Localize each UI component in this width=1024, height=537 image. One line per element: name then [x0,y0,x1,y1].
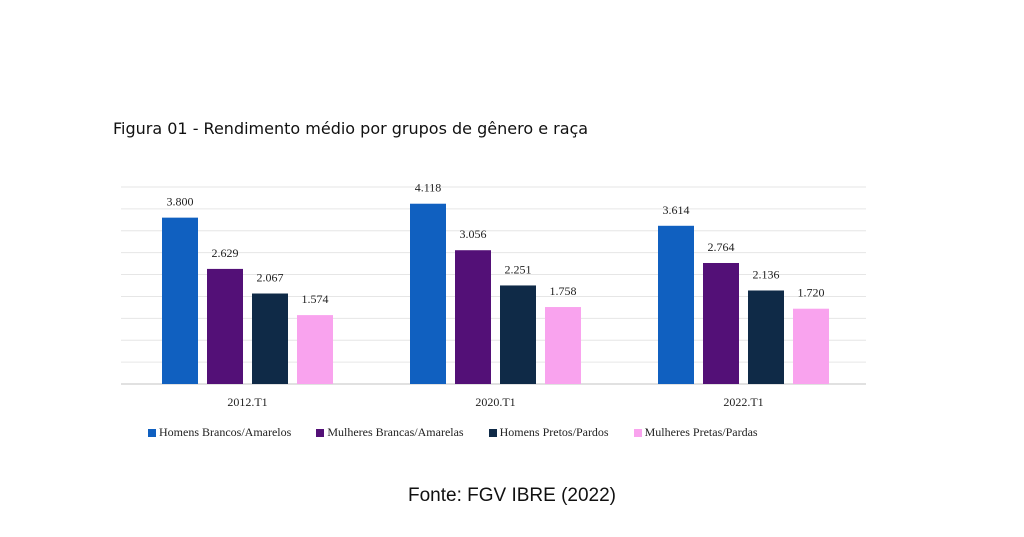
legend-label: Homens Pretos/Pardos [499,425,609,439]
gridlines [121,186,866,385]
legend: Homens Brancos/Amarelos Mulheres Brancas… [148,425,783,440]
bar [455,250,491,384]
legend-swatch [316,428,325,437]
bar [207,268,243,384]
legend-label: Mulheres Brancas/Amarelas [327,425,464,439]
legend-label: Mulheres Pretas/Pardas [644,425,758,439]
bar [162,217,198,384]
legend-swatch [148,428,156,437]
legend-swatch [488,428,497,437]
data-label: 2.136 [753,267,780,281]
legend-item-mulheres-pretas: Mulheres Pretas/Pardas [633,425,758,440]
bar [703,262,739,384]
data-label: 3.800 [167,195,194,209]
data-label: 2.764 [708,240,735,254]
bars [162,203,829,384]
data-label: 2.251 [505,262,532,276]
legend-swatch [633,428,642,437]
bar [297,315,333,384]
data-label: 1.720 [798,286,825,300]
bar [658,225,694,384]
bar [748,290,784,384]
category-label: 2022.T1 [723,395,763,409]
source-note: Fonte: FGV IBRE (2022) [407,485,617,506]
data-labels: 3.800 4.118 3.614 2.629 3.056 2.764 2.067 2.251… [167,181,825,306]
bar [545,307,581,384]
legend-item-homens-pretos: Homens Pretos/Pardos [488,425,609,440]
figure-title: Figura 01 - Rendimento médio por grupos … [113,119,589,138]
bar [500,285,536,384]
data-label: 4.118 [415,181,442,195]
data-label: 1.758 [550,284,577,298]
category-labels: 2012.T1 2020.T1 2022.T1 [227,395,763,409]
bar [410,203,446,384]
category-label: 2012.T1 [227,395,267,409]
data-label: 1.574 [302,292,329,306]
data-label: 2.067 [257,271,284,285]
bar [793,308,829,384]
category-label: 2020.T1 [475,395,515,409]
data-label: 2.629 [212,246,239,260]
bar [252,293,288,384]
data-label: 3.614 [663,203,690,217]
legend-item-mulheres-brancas: Mulheres Brancas/Amarelas [316,425,464,440]
data-label: 3.056 [460,227,487,241]
legend-item-homens-brancos: Homens Brancos/Amarelos [148,425,291,440]
legend-label: Homens Brancos/Amarelos [159,425,292,439]
